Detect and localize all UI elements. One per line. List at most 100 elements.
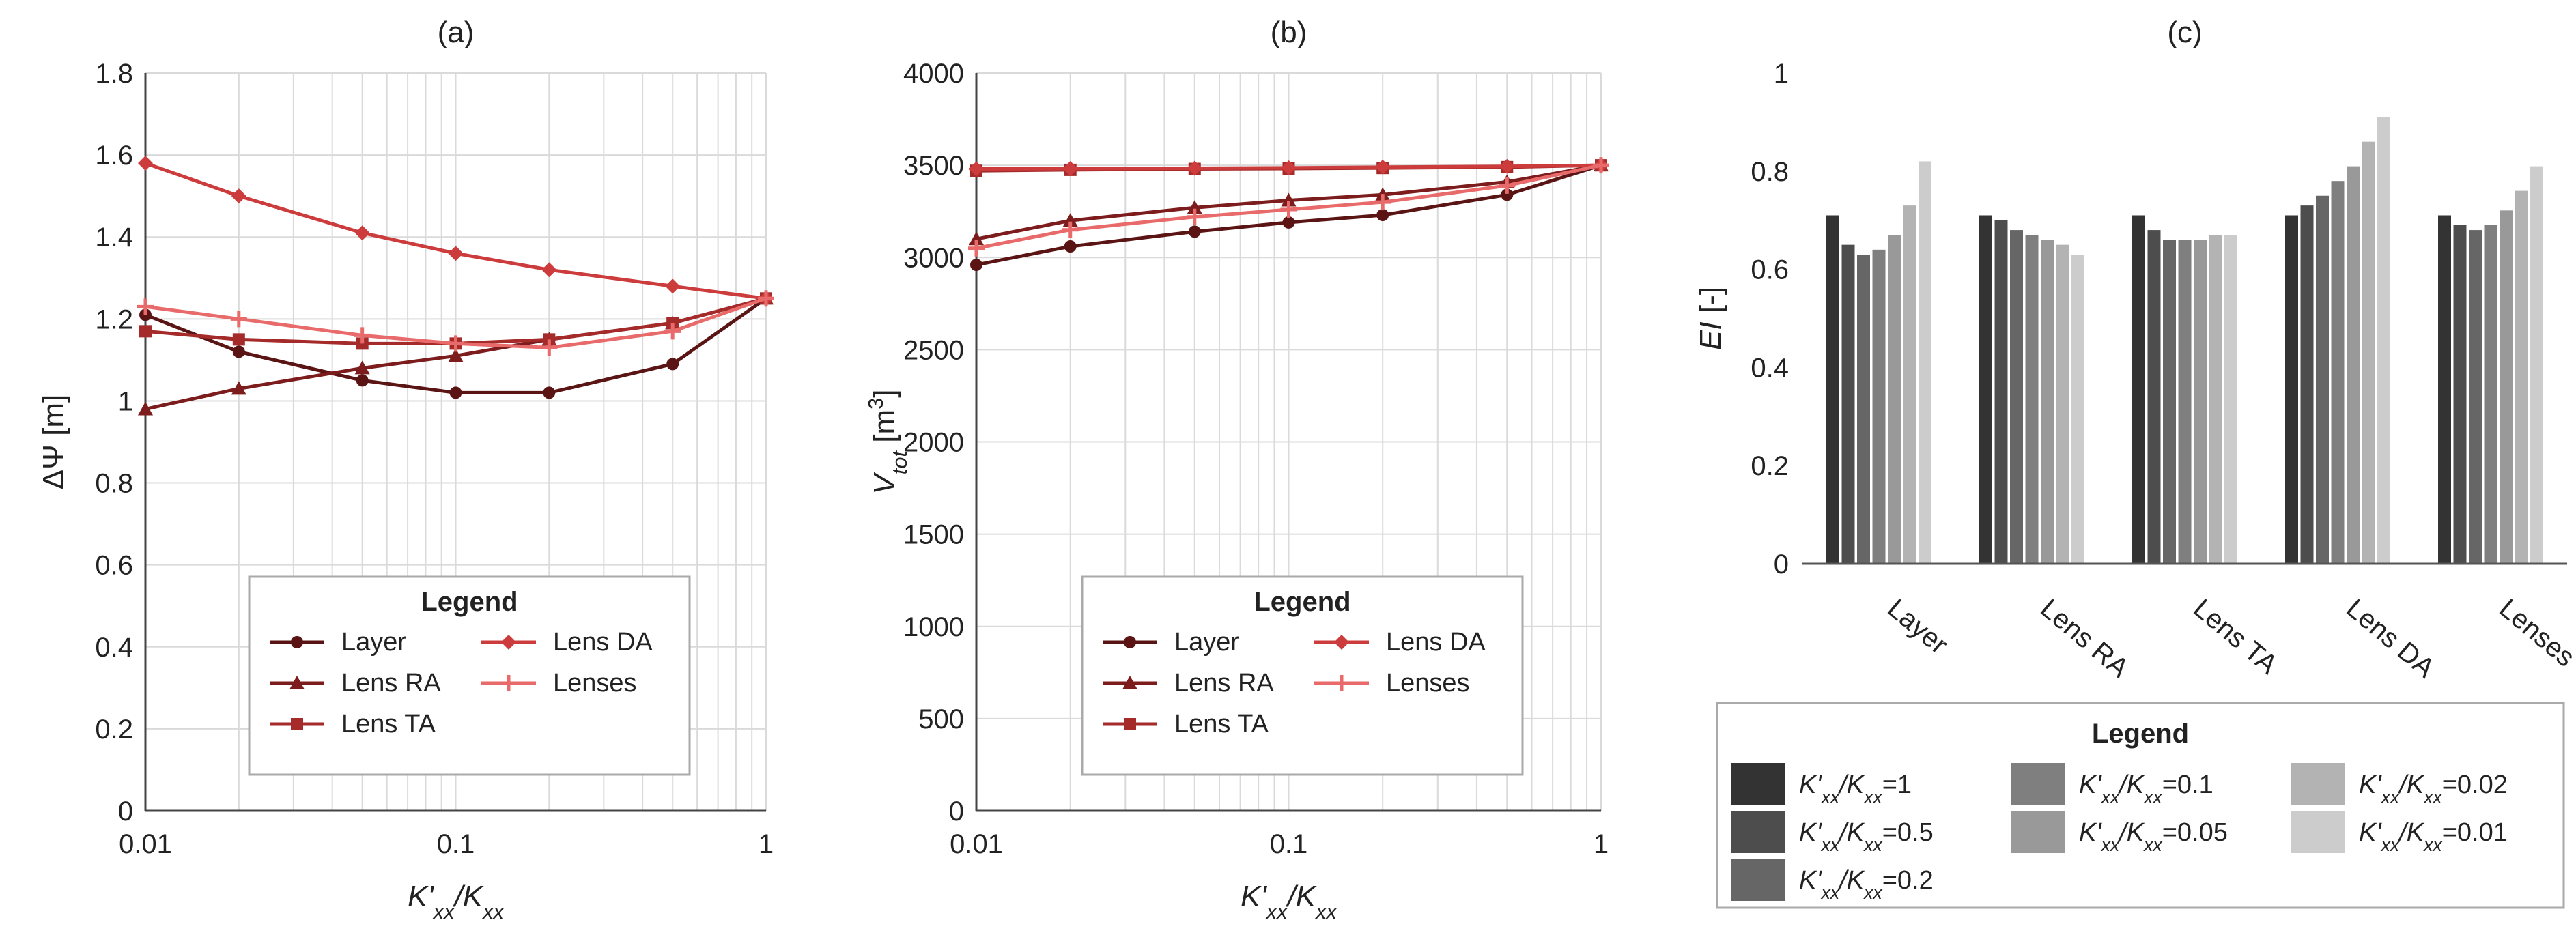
y-tick-label: 0.6 <box>1751 255 1789 285</box>
legend-label: K'xx/Kxx=0.5 <box>1799 818 1934 855</box>
legend-marker <box>1333 675 1350 691</box>
bar <box>1888 235 1901 564</box>
data-point <box>969 231 984 246</box>
data-point <box>1186 208 1203 225</box>
legend-box <box>1716 702 2565 909</box>
chart-c: 0 0.2 0.4 0.6 0.8 1 (c) EI [-] Layer Lens RA Lens … <box>1694 16 2576 909</box>
data-point <box>1593 157 1609 174</box>
data-point <box>1062 221 1079 238</box>
data-point <box>137 298 154 315</box>
data-point <box>664 323 681 340</box>
y-tick-label: 500 <box>918 704 964 734</box>
legend-swatch <box>2011 763 2065 805</box>
legend-swatch <box>1731 811 1785 853</box>
legend: Legend K'xx/Kxx=1 K'xx/Kxx=0.5 K'xx/Kxx=0.2… <box>1716 702 2565 909</box>
data-point <box>447 335 464 352</box>
data-point <box>354 225 370 241</box>
chart-b: 0 500 1000 1500 2000 2500 3000 3500 4000 0.01 0.1 1… <box>864 16 1609 923</box>
data-point <box>356 337 369 350</box>
bar <box>1903 205 1916 564</box>
bar <box>2484 225 2497 564</box>
data-point <box>666 358 679 371</box>
legend-label: K'xx/Kxx=0.2 <box>1799 866 1934 903</box>
data-point <box>968 240 985 257</box>
data-point <box>970 259 982 272</box>
data-point <box>232 333 245 346</box>
legend-swatch <box>1731 859 1785 901</box>
data-point <box>1280 201 1297 218</box>
y-tick-label: 2500 <box>903 335 964 365</box>
x-tick-label: 1 <box>759 829 774 859</box>
y-tick-label: 0 <box>1774 549 1789 579</box>
x-tick-label: Lens DA <box>2340 593 2440 684</box>
legend-title: Legend <box>1254 587 1350 617</box>
legend-marker <box>1124 636 1136 648</box>
legend-marker <box>1334 635 1349 650</box>
x-tick-label: Lenses <box>2493 593 2576 673</box>
legend-label: Lens RA <box>1174 669 1274 697</box>
data-point <box>139 325 152 338</box>
data-point <box>1501 188 1514 201</box>
legend-marker <box>289 676 305 689</box>
legend-swatch <box>2291 763 2345 805</box>
bar <box>2224 235 2237 564</box>
data-point <box>543 333 556 346</box>
y-tick-label: 1.2 <box>95 304 133 334</box>
bar <box>2071 255 2084 564</box>
y-tick-label: 0 <box>118 796 133 826</box>
bar <box>2362 141 2375 564</box>
data-point <box>354 327 371 344</box>
data-point <box>1187 200 1202 214</box>
bar <box>1826 215 1839 564</box>
data-point <box>139 308 152 321</box>
legend-label: Lens RA <box>341 669 441 697</box>
bar <box>2209 235 2222 564</box>
bar <box>2331 181 2345 564</box>
data-point <box>138 156 153 171</box>
data-point <box>356 374 369 387</box>
legend-marker <box>291 636 303 648</box>
data-point <box>1282 216 1295 229</box>
bar <box>1841 244 1855 564</box>
data-point <box>541 339 558 356</box>
data-point <box>1281 160 1297 175</box>
legend-label: Layer <box>341 628 406 657</box>
data-point <box>665 278 681 294</box>
legend-label: K'xx/Kxx=0.1 <box>2079 771 2213 807</box>
bar <box>1994 220 2008 564</box>
x-tick-label: Lens RA <box>2035 593 2134 684</box>
x-tick-label: 1 <box>1594 829 1609 859</box>
y-tick-label: 2000 <box>903 428 964 458</box>
legend-label: K'xx/Kxx=0.02 <box>2359 771 2508 807</box>
data-point <box>543 386 556 399</box>
bar <box>2056 244 2069 564</box>
y-tick-label: 3500 <box>903 151 964 181</box>
x-tick-label: 0.1 <box>1270 829 1308 859</box>
y-tick-label: 0.4 <box>1751 353 1789 383</box>
x-tick-label: 0.1 <box>437 829 475 859</box>
data-point <box>758 290 774 307</box>
data-point <box>138 401 153 416</box>
x-axis-label: K'xx/Kxx <box>408 880 505 923</box>
legend: Legend Layer Lens RA Lens TA Lens DA Lenses <box>1081 575 1524 776</box>
y-tick-label: 0.2 <box>95 715 133 745</box>
y-tick-label: 1.6 <box>95 141 133 171</box>
y-axis-label: ΔΨ [m] <box>37 394 70 489</box>
bar <box>2025 235 2039 564</box>
legend-label: Lens DA <box>1386 628 1486 657</box>
data-point <box>449 386 462 399</box>
y-tick-label: 3000 <box>903 243 964 273</box>
data-point <box>354 360 370 375</box>
legend-label: Lens DA <box>553 628 653 657</box>
legend-box <box>248 575 691 776</box>
x-tick-label: Layer <box>1882 593 1953 660</box>
legend-marker <box>291 718 303 730</box>
bar <box>2010 230 2023 564</box>
legend-title: Legend <box>421 587 518 617</box>
legend-marker <box>1122 676 1137 689</box>
x-tick-label: 0.01 <box>950 829 1003 859</box>
x-axis-label: K'xx/Kxx <box>1241 880 1338 923</box>
data-point <box>1187 160 1202 176</box>
bar <box>2132 215 2145 564</box>
